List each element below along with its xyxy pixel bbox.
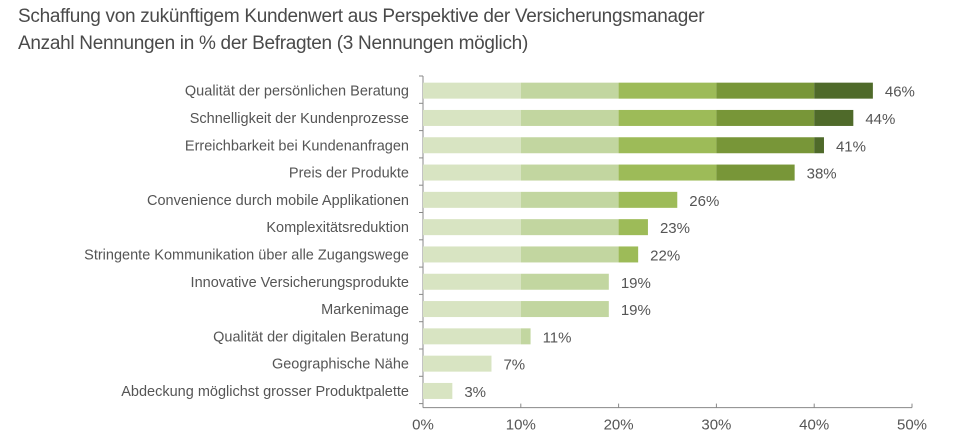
bar-segment xyxy=(814,109,854,126)
bar-segment xyxy=(423,328,521,345)
value-label: 7% xyxy=(503,357,525,374)
value-label: 38% xyxy=(807,166,837,183)
bar-segment xyxy=(423,164,521,181)
bar-segment xyxy=(520,137,619,154)
category-label: Preis der Produkte xyxy=(289,166,409,182)
bar-segment xyxy=(520,219,619,236)
bar-segment xyxy=(423,137,521,154)
bar-segment xyxy=(520,109,619,126)
value-label: 46% xyxy=(885,84,915,101)
bar-segment xyxy=(423,382,453,399)
bar-segment xyxy=(423,82,521,99)
value-label: 41% xyxy=(836,138,866,155)
bar-segment xyxy=(423,219,521,236)
bar-segment xyxy=(520,301,609,318)
bar-segment xyxy=(423,191,521,208)
x-tick-label: 20% xyxy=(604,417,634,434)
bar-segment xyxy=(423,301,521,318)
category-label: Qualität der persönlichen Beratung xyxy=(185,84,409,100)
bar-segment xyxy=(716,137,815,154)
bar-segment xyxy=(618,191,678,208)
bar-segment xyxy=(716,82,815,99)
chart-subtitle: Anzahl Nennungen in % der Befragten (3 N… xyxy=(18,33,528,54)
bar-segment xyxy=(520,246,619,263)
bar-segment xyxy=(814,82,873,99)
value-label: 19% xyxy=(621,275,651,292)
bar-segment xyxy=(814,137,824,154)
value-label: 22% xyxy=(650,247,680,264)
bar-segment xyxy=(520,273,609,290)
x-tick-label: 0% xyxy=(412,417,434,434)
bar-segment xyxy=(618,219,648,236)
category-label: Convenience durch mobile Applikationen xyxy=(147,193,409,209)
bar-segment xyxy=(520,164,619,181)
bar-segment xyxy=(716,164,795,181)
category-label: Komplexitätsreduktion xyxy=(266,220,409,236)
bar-segment xyxy=(423,355,492,372)
bar-segment xyxy=(423,109,521,126)
category-label: Qualität der digitalen Beratung xyxy=(213,329,409,345)
bar-segment xyxy=(618,109,717,126)
category-label: Stringente Kommunikation über alle Zugan… xyxy=(84,247,409,263)
bar-segment xyxy=(716,109,815,126)
bar-segment xyxy=(520,82,619,99)
category-label: Geographische Nähe xyxy=(272,357,409,373)
x-tick-label: 40% xyxy=(799,417,829,434)
category-label: Innovative Versicherungsprodukte xyxy=(191,275,409,291)
category-label: Erreichbarkeit bei Kundenanfragen xyxy=(185,138,409,154)
bar-segment xyxy=(618,82,717,99)
bar-segment xyxy=(618,246,639,263)
bar-segment xyxy=(618,137,717,154)
value-label: 44% xyxy=(865,111,895,128)
x-tick-label: 50% xyxy=(897,417,927,434)
category-label: Schnelligkeit der Kundenprozesse xyxy=(190,111,409,127)
x-tick-label: 30% xyxy=(701,417,731,434)
value-label: 3% xyxy=(464,384,486,401)
category-label: Markenimage xyxy=(321,302,409,318)
bar-segment xyxy=(520,191,619,208)
value-label: 23% xyxy=(660,220,690,237)
x-tick-label: 10% xyxy=(506,417,536,434)
value-label: 11% xyxy=(543,329,572,346)
value-label: 26% xyxy=(689,193,719,210)
bar-segment xyxy=(520,328,531,345)
bar-segment xyxy=(618,164,717,181)
value-label: 19% xyxy=(621,302,651,319)
bar-segment xyxy=(423,273,521,290)
category-label: Abdeckung möglichst grosser Produktpalet… xyxy=(121,384,409,400)
bar-segment xyxy=(423,246,521,263)
chart-title: Schaffung von zukünftigem Kundenwert aus… xyxy=(18,6,705,27)
